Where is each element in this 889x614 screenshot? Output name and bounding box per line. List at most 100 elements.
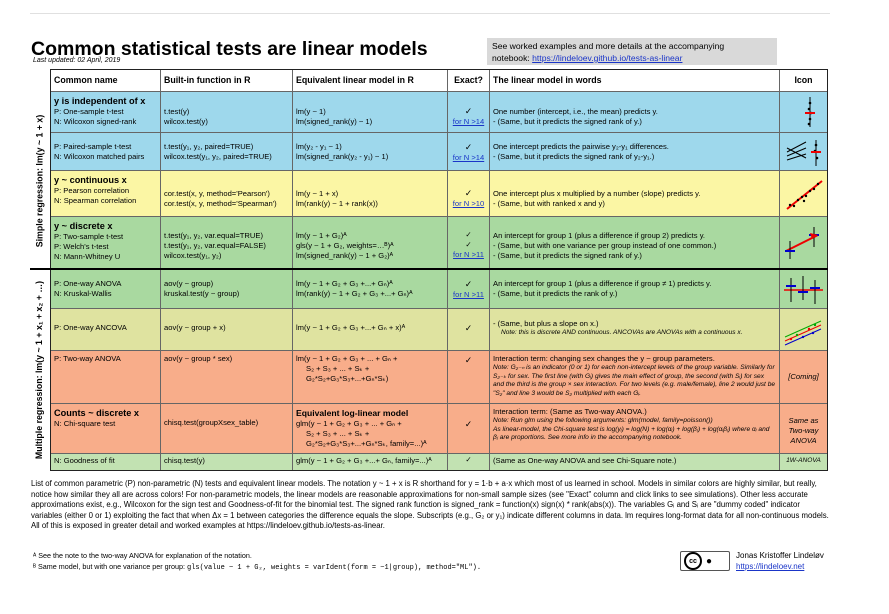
linear-model: glm(y ~ 1 + G₂ + G₃ + ... + Gₙ + xyxy=(296,419,402,428)
table-header: Common name Built-in function in R Equiv… xyxy=(51,70,827,92)
linear-model: lm(y₂ - y₁ ~ 1) xyxy=(296,142,342,151)
author-link[interactable]: https://lindeloev.net xyxy=(736,562,805,571)
simulation-link[interactable]: for N >10 xyxy=(452,199,485,208)
model-words: An intercept for group 1 (plus a differe… xyxy=(493,279,712,288)
multiple-regression-band: Multiple regression: lm(y ~ 1 + x₁ + x₂ … xyxy=(28,269,50,470)
builtin-fn: cor.test(x, y, method='Pearson') xyxy=(164,189,270,198)
ancova-icon xyxy=(784,320,822,346)
multiple-regression-label: Multiple regression: lm(y ~ 1 + x₁ + x₂ … xyxy=(34,280,45,459)
model-words: - (Same, but with one variance per group… xyxy=(493,241,717,251)
correlation-icon xyxy=(786,180,823,210)
exact-check: ✓ xyxy=(464,188,473,198)
linear-model: lm(signed_rank(y₂ - y₁) ~ 1) xyxy=(296,152,389,162)
builtin-fn: wilcox.test(y₁, y₂) xyxy=(164,251,222,261)
exact-check: ✓ xyxy=(464,142,473,152)
table-row: P: Two-way ANOVA aov(y ~ group * sex) lm… xyxy=(51,351,827,404)
builtin-fn: t.test(y₁, y₂, paired=TRUE) xyxy=(164,142,254,151)
test-name: N: Wilcoxon matched pairs xyxy=(54,152,145,162)
test-name: P: Paired-sample t-test xyxy=(54,142,132,151)
linear-model: G₂*S₂+G₃*S₃+...+Gₙ*Sₖ) xyxy=(306,374,389,384)
linear-model: lm(signed_rank(y) ~ 1) xyxy=(296,117,373,127)
test-name: P: Two-sample t-test xyxy=(54,232,124,241)
model-words: One number (intercept, i.e., the mean) p… xyxy=(493,107,658,116)
simulation-link[interactable]: for N >14 xyxy=(452,153,485,162)
cc-license-badge: cc ● xyxy=(680,551,730,571)
table-row: P: One-way ANOVA N: Kruskal-Wallis aov(y… xyxy=(51,270,827,309)
builtin-fn: cor.test(x, y, method='Spearman') xyxy=(164,199,277,209)
footnote-b-code: gls(value ~ 1 + G₂, weights = varIdent(f… xyxy=(187,564,482,572)
builtin-fn: wilcox.test(y₁, y₂, paired=TRUE) xyxy=(164,152,272,162)
header-name: Common name xyxy=(51,70,161,91)
builtin-fn: aov(y ~ group + x) xyxy=(164,323,226,332)
table-row: Counts ~ discrete x N: Chi-square test c… xyxy=(51,404,827,454)
linear-model: lm(rank(y) ~ 1 + rank(x)) xyxy=(296,199,378,209)
builtin-fn: aov(y ~ group * sex) xyxy=(164,354,233,363)
table-row: y is independent of x P: One-sample t-te… xyxy=(51,92,827,133)
linear-model: S₂ + S₃ + ... + Sₖ + xyxy=(306,364,370,374)
callout-prefix: notebook: xyxy=(492,53,533,63)
section-divider xyxy=(30,268,828,270)
linear-model: lm(rank(y) ~ 1 + G₂ + G₃ +...+ Gₙ)ᴬ xyxy=(296,289,413,299)
author-block: Jonas Kristoffer Lindeløv https://lindel… xyxy=(736,550,824,572)
linear-model: lm(y ~ 1 + G₂ + G₃ + ... + Gₙ + xyxy=(296,354,398,363)
test-name: P: Pearson correlation xyxy=(54,186,130,195)
one-way-anova-icon xyxy=(784,276,823,304)
model-words: Interaction term: (Same as Two-way ANOVA… xyxy=(493,407,647,416)
simulation-link[interactable]: for N >14 xyxy=(452,117,485,126)
row-title: y ~ continuous x xyxy=(54,175,127,185)
icon-placeholder: 1W-ANOVA xyxy=(786,457,821,464)
builtin-fn: t.test(y₁, y₂, var.equal=TRUE) xyxy=(164,231,263,240)
model-words: Interaction term: changing sex changes t… xyxy=(493,354,715,363)
linear-model: lm(signed_rank(y) ~ 1 + G₂)ᴬ xyxy=(296,251,394,261)
model-words: - (Same, but it predicts the signed rank… xyxy=(493,152,655,162)
test-name: N: Chi-square test xyxy=(54,419,116,428)
simulation-link[interactable]: for N >11 xyxy=(453,250,484,260)
test-name: P: One-sample t-test xyxy=(54,107,124,116)
model-words: - (Same, but with ranked x and y) xyxy=(493,199,605,209)
builtin-fn: wilcox.test(y) xyxy=(164,117,208,127)
test-name: N: Mann-Whitney U xyxy=(54,252,121,262)
row-title: y is independent of x xyxy=(54,96,146,106)
header-builtin: Built-in function in R xyxy=(161,70,293,91)
exact-check: ✓ xyxy=(448,454,490,470)
paired-sample-icon xyxy=(786,140,821,166)
tests-table: Common name Built-in function in R Equiv… xyxy=(50,69,828,471)
footnote-a: ᴬ See the note to the two-way ANOVA for … xyxy=(33,551,252,560)
icon-placeholder: [Coming] xyxy=(788,372,819,381)
exact-check: ✓ xyxy=(465,230,472,239)
test-name: N: Goodness of fit xyxy=(51,454,161,470)
test-name: P: Two-way ANOVA xyxy=(54,354,121,363)
icon-placeholder: Same as Two-way ANOVA xyxy=(788,416,819,446)
exact-check: ✓ xyxy=(464,323,473,333)
table-row: P: One-way ANCOVA aov(y ~ group + x) lm(… xyxy=(51,309,827,351)
test-name: N: Spearman correlation xyxy=(54,196,137,206)
builtin-fn: kruskal.test(y ~ group) xyxy=(164,289,240,299)
test-name: P: One-way ANCOVA xyxy=(54,323,127,332)
builtin-fn: chisq.test(groupXsex_table) xyxy=(164,418,259,427)
linear-model: gls(y ~ 1 + G₂, weights=…ᴮ)ᴬ xyxy=(296,241,394,251)
exact-check: ✓ xyxy=(464,106,473,116)
table-row: N: Goodness of fit chisq.test(y) glm(y ~… xyxy=(51,454,827,470)
simulation-link[interactable]: for N >11 xyxy=(453,290,484,299)
model-note: Note: this is discrete AND continuous. A… xyxy=(501,329,743,337)
linear-model: lm(y ~ 1) xyxy=(296,107,326,116)
test-name: N: Wilcoxon signed-rank xyxy=(54,117,137,127)
test-name: N: Kruskal-Wallis xyxy=(54,289,112,299)
row-title: y ~ discrete x xyxy=(54,221,113,231)
one-sample-icon xyxy=(805,97,815,127)
test-name: P: Welch's t-test xyxy=(54,242,109,252)
footer-text: List of common parametric (P) non-parame… xyxy=(31,479,829,531)
builtin-fn: t.test(y₁, y₂, var.equal=FALSE) xyxy=(164,241,266,251)
exact-check: ✓ xyxy=(465,240,472,250)
notebook-link[interactable]: https://lindeloev.github.io/tests-as-lin… xyxy=(532,53,683,63)
header-icon: Icon xyxy=(794,75,813,85)
linear-model: glm(y ~ 1 + G₂ + G₃ +...+ Gₙ, family=...… xyxy=(293,454,448,470)
author-name: Jonas Kristoffer Lindeløv xyxy=(736,551,824,560)
linear-model: S₂ + S₃ + ... + Sₖ + xyxy=(306,429,370,439)
test-name: P: One-way ANOVA xyxy=(54,279,122,288)
simple-regression-label: Simple regression: lm(y ~ 1 + x) xyxy=(34,114,44,248)
linear-model: lm(y ~ 1 + G₂)ᴬ xyxy=(296,231,347,240)
exact-check: ✓ xyxy=(464,279,473,289)
model-title: Equivalent log-linear model xyxy=(296,408,409,418)
linear-model: lm(y ~ 1 + G₂ + G₃ +...+ Gₙ + x)ᴬ xyxy=(296,323,406,332)
